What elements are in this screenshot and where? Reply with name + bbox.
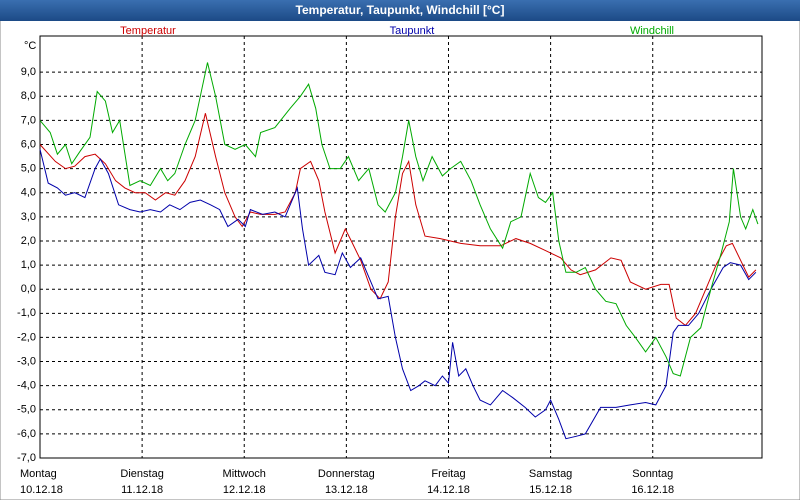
- y-tick-label: 6,0: [21, 138, 36, 150]
- chart-title: Temperatur, Taupunkt, Windchill [°C]: [296, 3, 505, 17]
- legend-label: Windchill: [630, 25, 674, 37]
- y-tick-label: 3,0: [21, 211, 36, 223]
- y-tick-label: -5,0: [17, 404, 36, 416]
- x-tick-date: 10.12.18: [20, 484, 63, 496]
- series-line: [39, 113, 757, 327]
- y-tick-label: 0,0: [21, 283, 36, 295]
- x-tick-label: Freitag: [431, 468, 465, 480]
- y-tick-label: -1,0: [17, 307, 36, 319]
- x-tick-label: Dienstag: [120, 468, 163, 480]
- legend-label: Taupunkt: [390, 25, 435, 37]
- x-tick-label: Mittwoch: [223, 468, 266, 480]
- y-tick-label: -2,0: [17, 331, 36, 343]
- x-tick-label: Sonntag: [632, 468, 673, 480]
- y-tick-label: 7,0: [21, 114, 36, 126]
- x-tick-date: 12.12.18: [223, 484, 266, 496]
- legend-label: Temperatur: [120, 25, 176, 37]
- x-tick-label: Donnerstag: [318, 468, 375, 480]
- x-tick-date: 15.12.18: [529, 484, 572, 496]
- series-line: [39, 62, 759, 377]
- x-tick-label: Montag: [20, 468, 57, 480]
- x-tick-date: 14.12.18: [427, 484, 470, 496]
- y-tick-label: -4,0: [17, 380, 36, 392]
- y-tick-label: 5,0: [21, 163, 36, 175]
- title-bar: [0, 0, 800, 21]
- y-tick-label: 9,0: [21, 66, 36, 78]
- series-line: [39, 149, 757, 440]
- y-tick-label: 8,0: [21, 90, 36, 102]
- y-unit: °C: [24, 40, 36, 52]
- x-tick-date: 16.12.18: [631, 484, 674, 496]
- y-tick-label: -3,0: [17, 355, 36, 367]
- x-tick-date: 11.12.18: [121, 484, 163, 496]
- y-tick-label: 1,0: [21, 259, 36, 271]
- y-tick-label: -7,0: [17, 452, 36, 464]
- y-tick-label: 4,0: [21, 187, 36, 199]
- x-tick-label: Samstag: [529, 468, 572, 480]
- y-tick-label: -6,0: [17, 428, 36, 440]
- y-tick-label: 2,0: [21, 235, 36, 247]
- x-tick-date: 13.12.18: [325, 484, 368, 496]
